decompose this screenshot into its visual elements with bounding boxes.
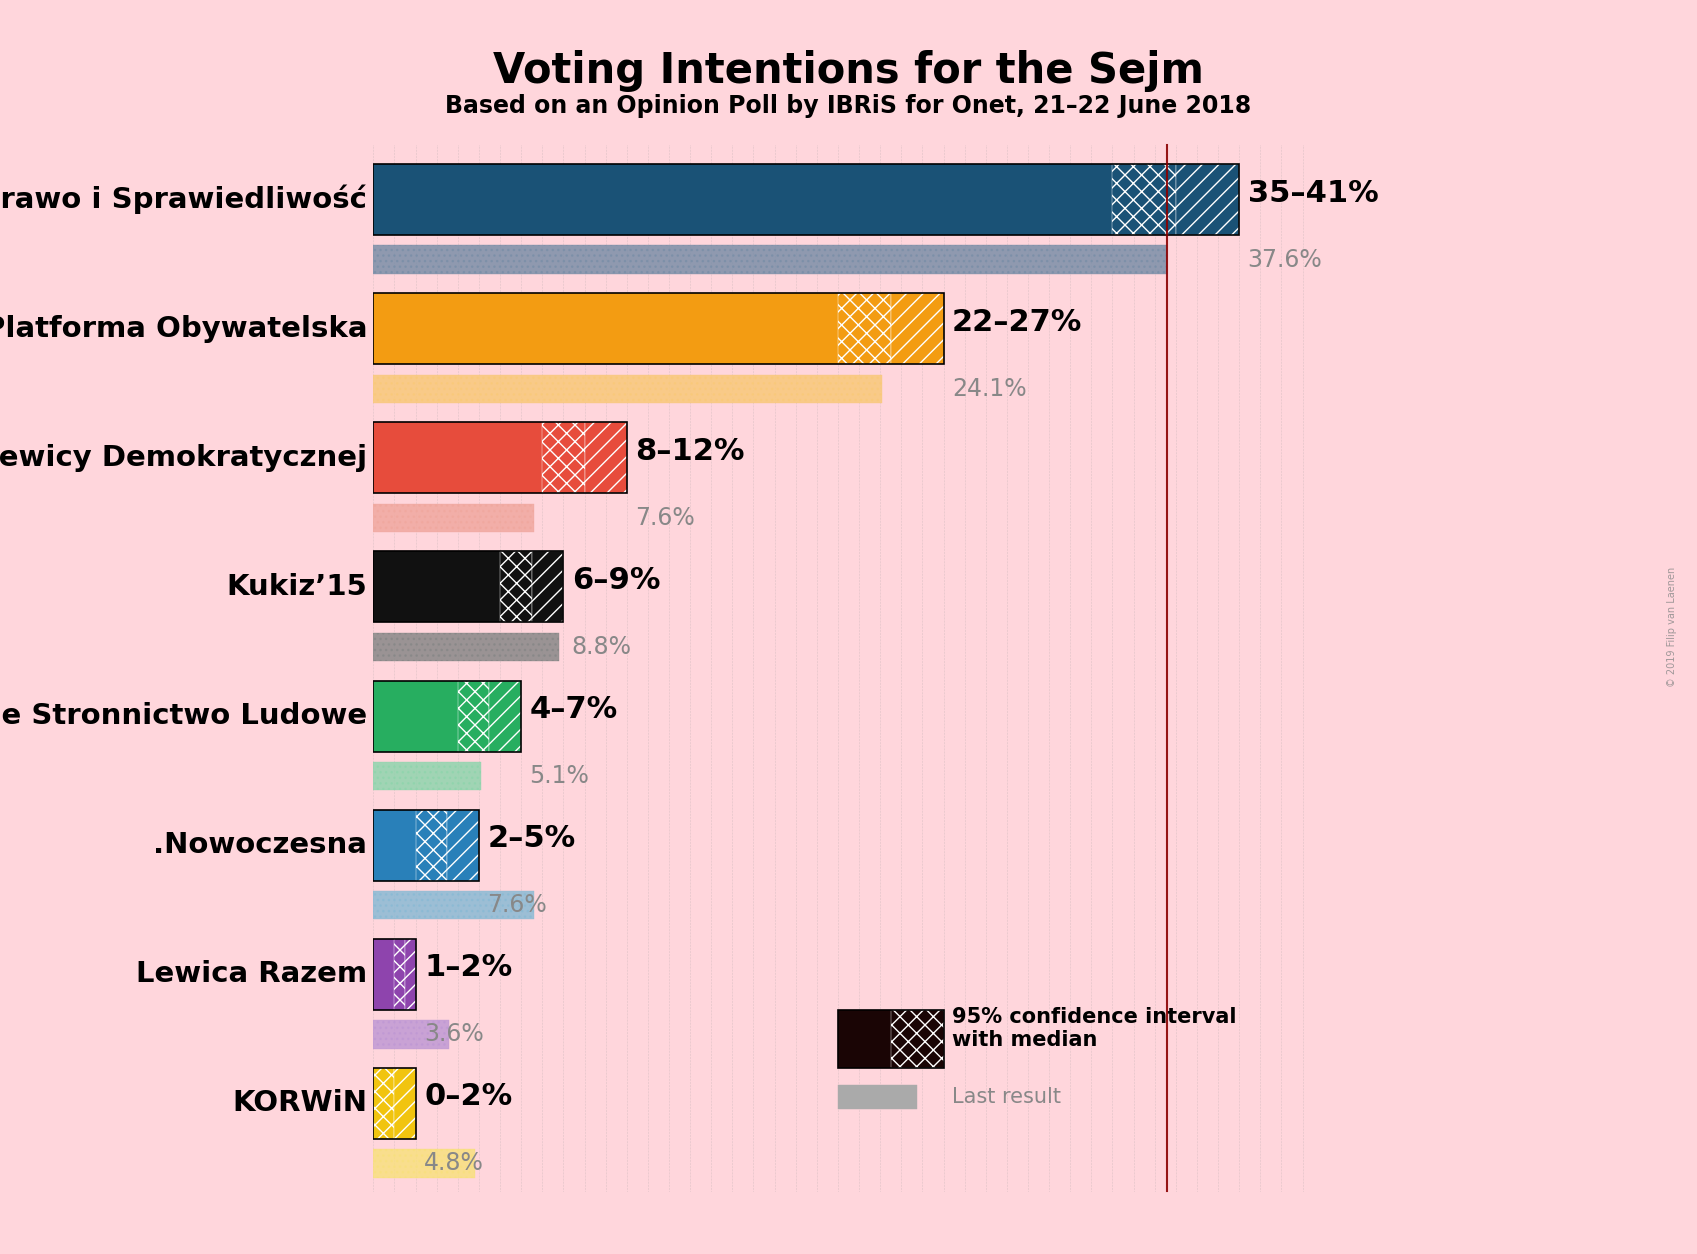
Text: Polskie Stronnictwo Ludowe: Polskie Stronnictwo Ludowe (0, 702, 367, 730)
Bar (373, 246, 1168, 273)
Text: 35–41%: 35–41% (1247, 178, 1378, 208)
Text: .Nowoczesna: .Nowoczesna (153, 831, 367, 859)
Bar (891, 293, 944, 364)
Text: Last result: Last result (952, 1087, 1061, 1107)
Bar (373, 504, 535, 532)
Text: © 2019 Filip van Laenen: © 2019 Filip van Laenen (1666, 567, 1677, 687)
Text: Lewica Razem: Lewica Razem (136, 961, 367, 988)
Bar (373, 810, 416, 880)
Bar (373, 293, 944, 364)
Text: Based on an Opinion Poll by IBRiS for Onet, 21–22 June 2018: Based on an Opinion Poll by IBRiS for On… (445, 94, 1252, 118)
Text: Voting Intentions for the Sejm: Voting Intentions for the Sejm (494, 50, 1203, 92)
Bar (373, 293, 838, 364)
Bar (373, 810, 479, 880)
Bar (373, 552, 563, 622)
Bar (584, 423, 626, 493)
Bar (373, 762, 480, 790)
Text: 8.8%: 8.8% (572, 635, 631, 660)
Text: Platforma Obywatelska: Platforma Obywatelska (0, 315, 367, 342)
Bar (838, 1085, 916, 1109)
Text: Kukiz’15: Kukiz’15 (226, 573, 367, 601)
Text: Sojusz Lewicy Demokratycznej: Sojusz Lewicy Demokratycznej (0, 444, 367, 472)
Bar (838, 293, 891, 364)
Bar (373, 375, 882, 403)
Bar (406, 939, 416, 1009)
Text: 3.6%: 3.6% (424, 1022, 484, 1046)
Text: 24.1%: 24.1% (952, 376, 1027, 401)
Bar (373, 552, 501, 622)
Text: 8–12%: 8–12% (635, 436, 745, 466)
Bar (838, 1009, 891, 1068)
Text: 6–9%: 6–9% (572, 566, 660, 594)
Text: 4–7%: 4–7% (529, 695, 618, 724)
Bar (373, 633, 560, 661)
Bar (373, 423, 626, 493)
Bar (458, 681, 489, 751)
Bar (394, 1068, 416, 1139)
Bar (489, 681, 521, 751)
Text: 37.6%: 37.6% (1247, 248, 1322, 272)
Bar (373, 681, 458, 751)
Text: 0–2%: 0–2% (424, 1082, 512, 1111)
Bar (373, 892, 535, 919)
Bar (373, 164, 1239, 236)
Text: 7.6%: 7.6% (635, 505, 696, 530)
Bar (373, 1068, 416, 1139)
Text: 7.6%: 7.6% (487, 893, 546, 917)
Text: 1–2%: 1–2% (424, 953, 512, 982)
Bar (531, 552, 563, 622)
Bar (838, 1009, 944, 1068)
Text: KORWiN: KORWiN (232, 1090, 367, 1117)
Bar (373, 681, 521, 751)
Bar (373, 1149, 475, 1178)
Bar (891, 1009, 944, 1068)
Text: 5.1%: 5.1% (529, 764, 589, 788)
Text: 95% confidence interval
with median: 95% confidence interval with median (952, 1007, 1237, 1050)
Bar (373, 939, 416, 1009)
Bar (373, 164, 1113, 236)
Bar (373, 939, 394, 1009)
Text: 4.8%: 4.8% (424, 1151, 484, 1175)
Bar (1113, 164, 1176, 236)
Bar (543, 423, 584, 493)
Bar (373, 1021, 450, 1048)
Bar (416, 810, 448, 880)
Bar (394, 939, 406, 1009)
Bar (373, 1068, 394, 1139)
Bar (1176, 164, 1239, 236)
Text: 2–5%: 2–5% (487, 824, 575, 853)
Text: Prawo i Sprawiedliwość: Prawo i Sprawiedliwość (0, 184, 367, 214)
Text: 22–27%: 22–27% (952, 307, 1083, 337)
Bar (448, 810, 479, 880)
Bar (501, 552, 531, 622)
Bar (373, 423, 543, 493)
